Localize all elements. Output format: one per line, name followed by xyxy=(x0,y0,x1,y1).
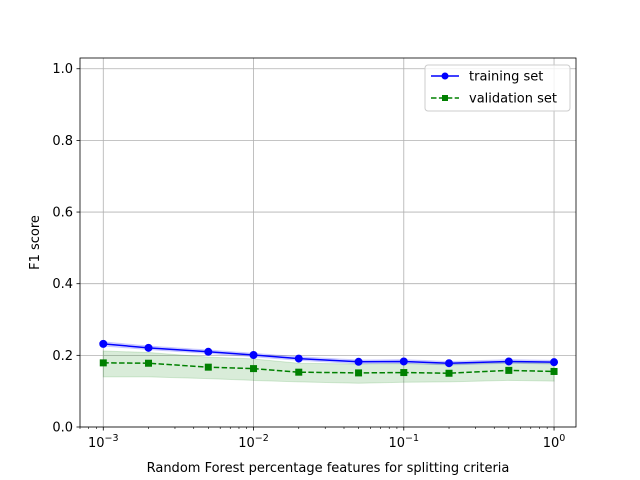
legend-validation-set-label: validation set xyxy=(469,92,557,107)
legend-training-set-marker xyxy=(441,72,449,80)
training-set-line xyxy=(103,343,555,364)
legend-training-set-label: training set xyxy=(469,70,543,85)
training-set-point xyxy=(249,350,258,359)
validation-set-line xyxy=(103,362,555,375)
y-axis-ticks: 0.0 0.2 0.4 0.6 0.8 1.0 xyxy=(52,62,80,436)
legend-validation-set-marker xyxy=(442,95,448,101)
training-set-point xyxy=(99,339,108,348)
plot-area-frame xyxy=(79,57,577,428)
x-axis-label: Random Forest percentage features for sp… xyxy=(147,461,510,476)
y-tick-label: 0.6 xyxy=(52,206,73,221)
training-set-point xyxy=(294,354,303,363)
training-set-point xyxy=(354,357,363,366)
y-tick-label: 1.0 xyxy=(52,62,73,77)
x-axis-ticks: 10−3 10−2 10−1 100 xyxy=(79,427,566,451)
validation-set-point xyxy=(99,359,107,367)
y-axis-label: F1 score xyxy=(28,215,43,270)
training-set-point xyxy=(445,359,454,368)
validation-set-point xyxy=(295,368,303,376)
y-tick-label: 0.8 xyxy=(52,134,73,149)
validation-set-point xyxy=(250,365,258,373)
series-markers xyxy=(99,339,559,377)
training-set-point xyxy=(144,343,153,352)
validation-set-point xyxy=(445,369,453,377)
validation-set-point xyxy=(145,359,153,367)
y-tick-label: 0.2 xyxy=(52,349,73,364)
legend-box xyxy=(424,64,571,112)
x-tick-label: 10−1 xyxy=(389,433,420,451)
training-set-point xyxy=(399,357,408,366)
validation-set-point xyxy=(400,369,408,377)
x-tick-label: 10−3 xyxy=(88,433,119,451)
validation-set-point xyxy=(204,363,212,371)
training-set-point xyxy=(204,347,213,356)
validation-set-point xyxy=(355,369,363,377)
y-tick-label: 0.0 xyxy=(52,421,73,436)
training-set-point xyxy=(504,357,513,366)
validation-set-band xyxy=(102,350,555,384)
training-set-point xyxy=(550,358,559,367)
series-lines xyxy=(103,343,555,375)
validation-set-point xyxy=(550,367,558,375)
validation-set-point xyxy=(505,366,513,374)
y-tick-label: 0.4 xyxy=(52,277,73,292)
x-tick-label: 100 xyxy=(543,433,566,451)
legend: training set validation set xyxy=(424,64,571,112)
x-tick-label: 10−2 xyxy=(238,433,269,451)
